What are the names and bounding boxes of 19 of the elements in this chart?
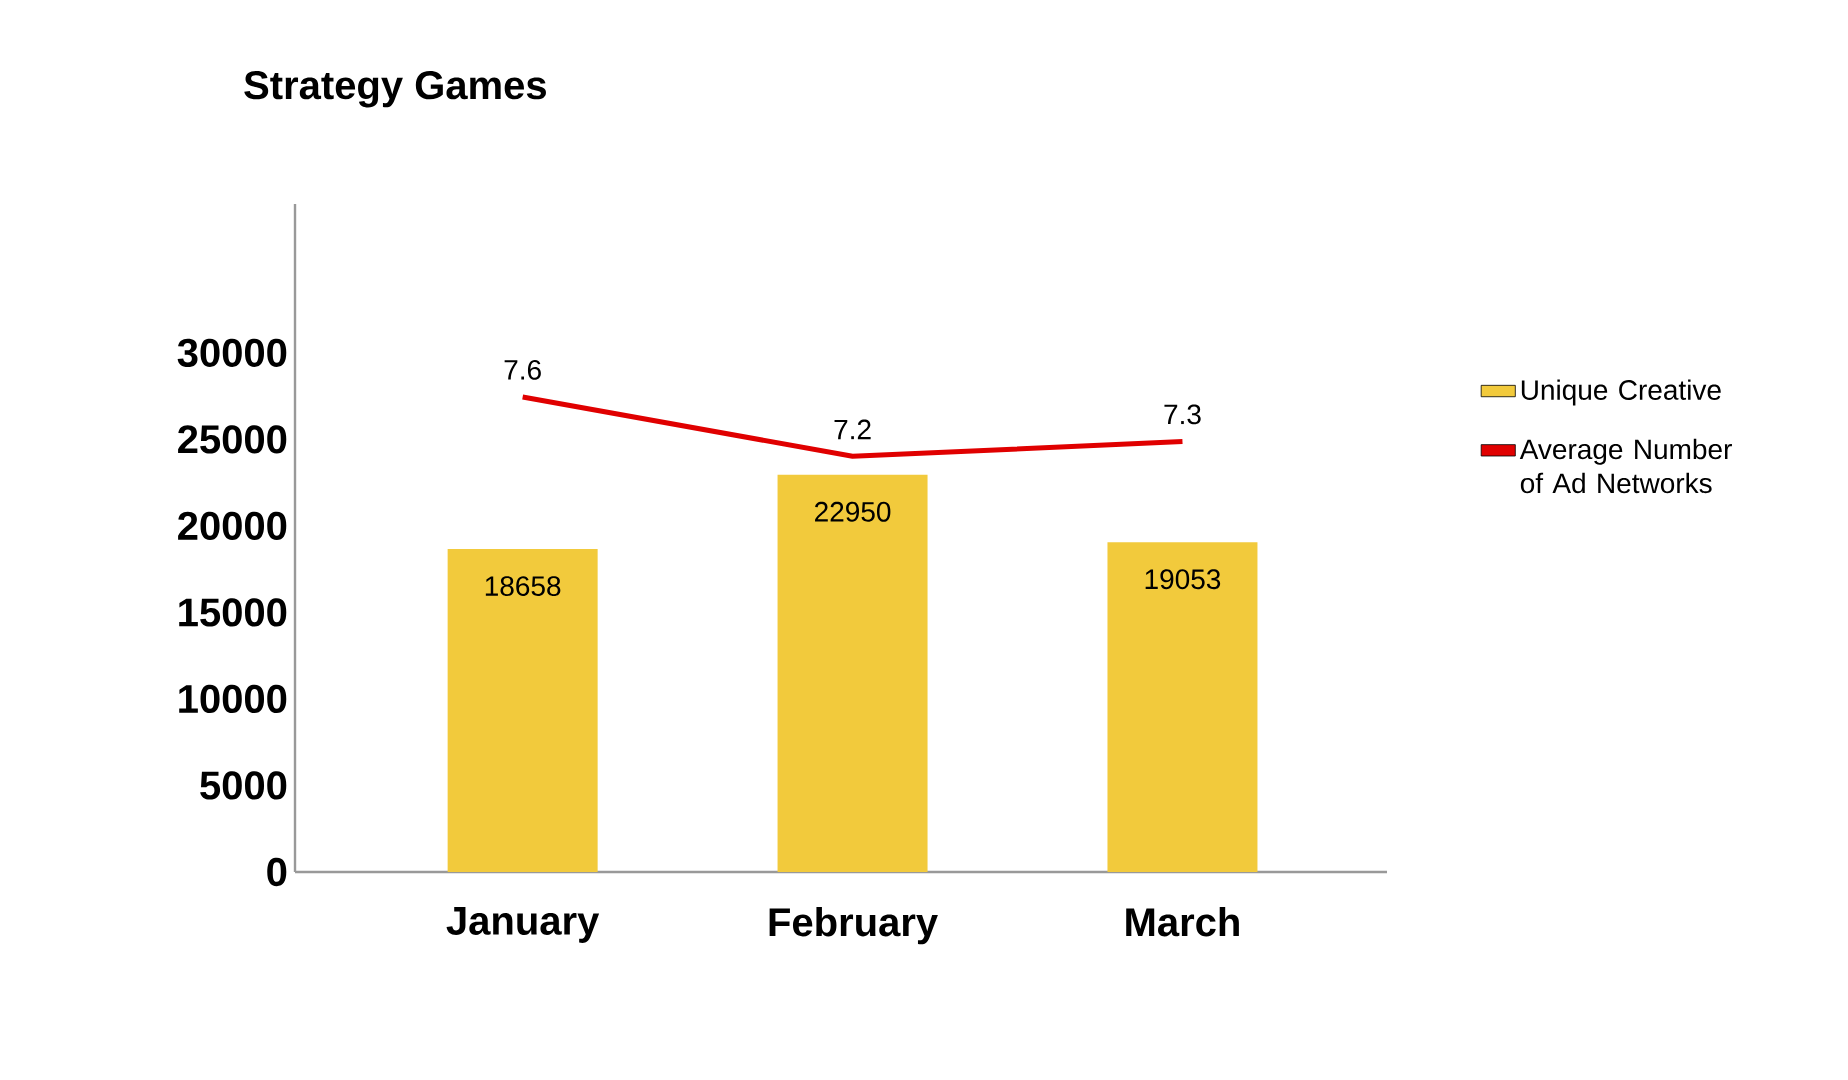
data-label: 7.2 <box>834 419 871 440</box>
data-label: 18658 <box>485 576 561 596</box>
y-tick-label: 5000 <box>200 771 287 800</box>
x-tick-label: February <box>769 907 938 945</box>
x-tick-label: January <box>446 907 600 943</box>
y-tick-label: 0 <box>267 857 287 887</box>
y-tick-label: 15000 <box>179 598 287 627</box>
y-tick-label: 20000 <box>178 511 287 541</box>
x-tick-label: March <box>1126 907 1239 937</box>
data-label: 7.6 <box>504 359 541 380</box>
y-tick-label: 10000 <box>179 684 287 714</box>
y-tick-label: 30000 <box>177 338 287 367</box>
data-label: 22950 <box>815 501 891 522</box>
data-label: 7.3 <box>1164 404 1201 425</box>
y-tick-label: 25000 <box>178 425 287 454</box>
legend-label: Average Number of Ad Networks <box>1519 438 1732 494</box>
data-label: 19053 <box>1145 569 1221 590</box>
chart-title: Strategy Games <box>244 71 546 108</box>
legend-label: Unique Creative <box>1521 379 1721 406</box>
